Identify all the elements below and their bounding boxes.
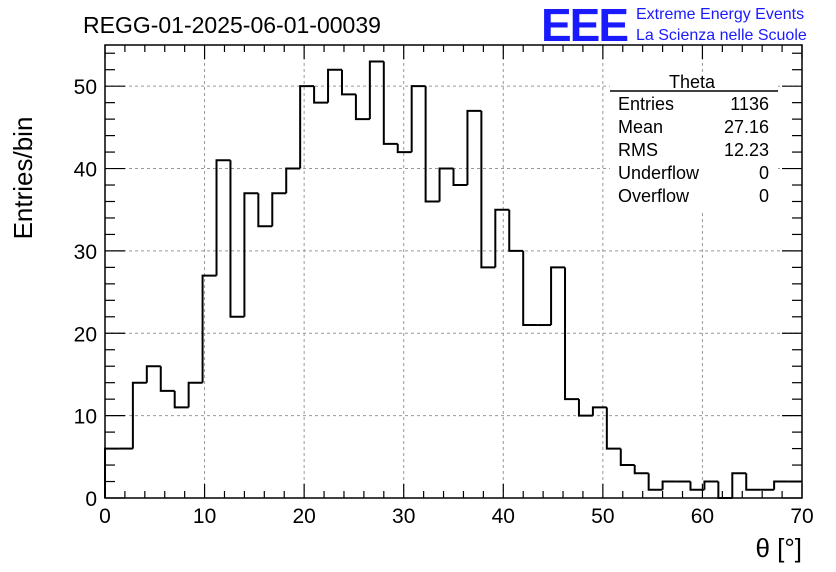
histogram-bin <box>591 406 607 416</box>
stats-title: Theta <box>669 72 716 92</box>
y-tick-label: 50 <box>74 76 97 99</box>
histogram-bin <box>773 480 789 490</box>
axis-ticks <box>104 45 803 499</box>
histogram-bin <box>354 94 370 121</box>
histogram-bin <box>508 209 524 252</box>
stats-row-value: 27.16 <box>724 117 769 137</box>
histogram-bin <box>159 366 175 392</box>
histogram-bin <box>313 86 329 104</box>
histogram-bin <box>452 168 468 187</box>
x-tick-labels: 0 10 20 30 40 50 60 70 <box>99 505 814 528</box>
histogram-bin <box>731 472 747 498</box>
histogram-bin <box>368 60 384 120</box>
histogram-bin <box>438 167 454 202</box>
histogram-bin <box>396 143 412 154</box>
x-axis-label: θ [°] <box>755 533 802 563</box>
stats-row-label: Underflow <box>618 163 700 183</box>
stats-row-value: 12.23 <box>724 140 769 160</box>
histogram-bin <box>243 192 259 317</box>
histogram-bin <box>410 85 426 153</box>
histogram-bin <box>299 85 315 169</box>
x-tick-label: 60 <box>691 505 714 528</box>
stats-box: Theta Entries 1136 Mean 27.16 RMS 12.23 Underf… <box>610 72 778 210</box>
histogram-bin <box>229 160 245 318</box>
histogram-bin <box>173 390 189 409</box>
x-tick-label: 0 <box>99 505 111 528</box>
plot-border <box>104 44 803 499</box>
histogram-bin <box>424 86 440 203</box>
stats-row-value: 1136 <box>730 94 769 114</box>
stats-row-label: Entries <box>618 94 674 114</box>
histogram-bin <box>201 274 217 383</box>
x-tick-label: 70 <box>790 505 813 528</box>
stats-row-value: 0 <box>759 186 769 206</box>
histogram-bin <box>605 407 621 450</box>
histogram-bin <box>647 473 663 491</box>
eee-logo: EEE <box>541 0 627 51</box>
histogram-bin <box>661 480 677 490</box>
histogram-bin <box>382 61 398 145</box>
histogram-bin <box>215 159 231 276</box>
stats-row-label: Overflow <box>618 186 690 206</box>
chart-title: REGG-01-2025-06-01-00039 <box>83 12 381 38</box>
histogram-bin <box>327 68 342 103</box>
logo-line-1: Extreme Energy Events <box>636 6 804 23</box>
histogram-bin <box>285 167 301 194</box>
histogram-bin <box>494 208 510 268</box>
histogram-bin <box>689 481 705 491</box>
logo-line-2: La Scienza nelle Scuole <box>636 27 807 44</box>
histogram-bin <box>340 69 356 96</box>
histogram-bin <box>550 266 566 326</box>
histogram-bin <box>480 110 496 269</box>
stats-row-label: Mean <box>618 117 663 137</box>
histogram-bin <box>703 480 719 490</box>
y-tick-label: 10 <box>74 406 97 429</box>
histogram-bin <box>745 473 761 491</box>
y-axis-label: Entries/bin <box>8 117 38 240</box>
histogram-bin <box>131 381 147 449</box>
histogram-bin <box>577 399 593 417</box>
x-tick-label: 50 <box>591 505 614 528</box>
histogram-bin <box>187 381 203 408</box>
histogram-bin <box>633 465 649 475</box>
histogram-bin <box>619 448 635 467</box>
histogram-bars <box>104 60 802 499</box>
y-tick-label: 40 <box>74 159 97 182</box>
stats-rows: Entries 1136 Mean 27.16 RMS 12.23 Underflow 0 Ov… <box>618 94 769 206</box>
x-tick-label: 30 <box>392 505 415 528</box>
stats-row-label: RMS <box>618 140 658 160</box>
histogram-bin <box>564 267 579 401</box>
x-tick-label: 40 <box>492 505 515 528</box>
histogram-bin <box>145 365 161 383</box>
x-tick-label: 20 <box>292 505 315 528</box>
histogram-bin <box>257 193 273 228</box>
stats-row-value: 0 <box>759 163 769 183</box>
plot-frame <box>104 44 803 499</box>
y-tick-label: 20 <box>74 323 97 346</box>
histogram-bin <box>104 447 119 498</box>
stats-box-background <box>610 72 778 210</box>
histogram-bin <box>271 192 287 227</box>
x-tick-label: 10 <box>193 505 216 528</box>
histogram-bin <box>717 481 733 499</box>
y-tick-labels: 0 10 20 30 40 50 <box>74 76 97 511</box>
y-tick-label: 30 <box>74 241 97 264</box>
histogram-bin <box>466 109 482 186</box>
y-tick-label: 0 <box>85 488 97 511</box>
histogram-bin <box>522 250 538 327</box>
